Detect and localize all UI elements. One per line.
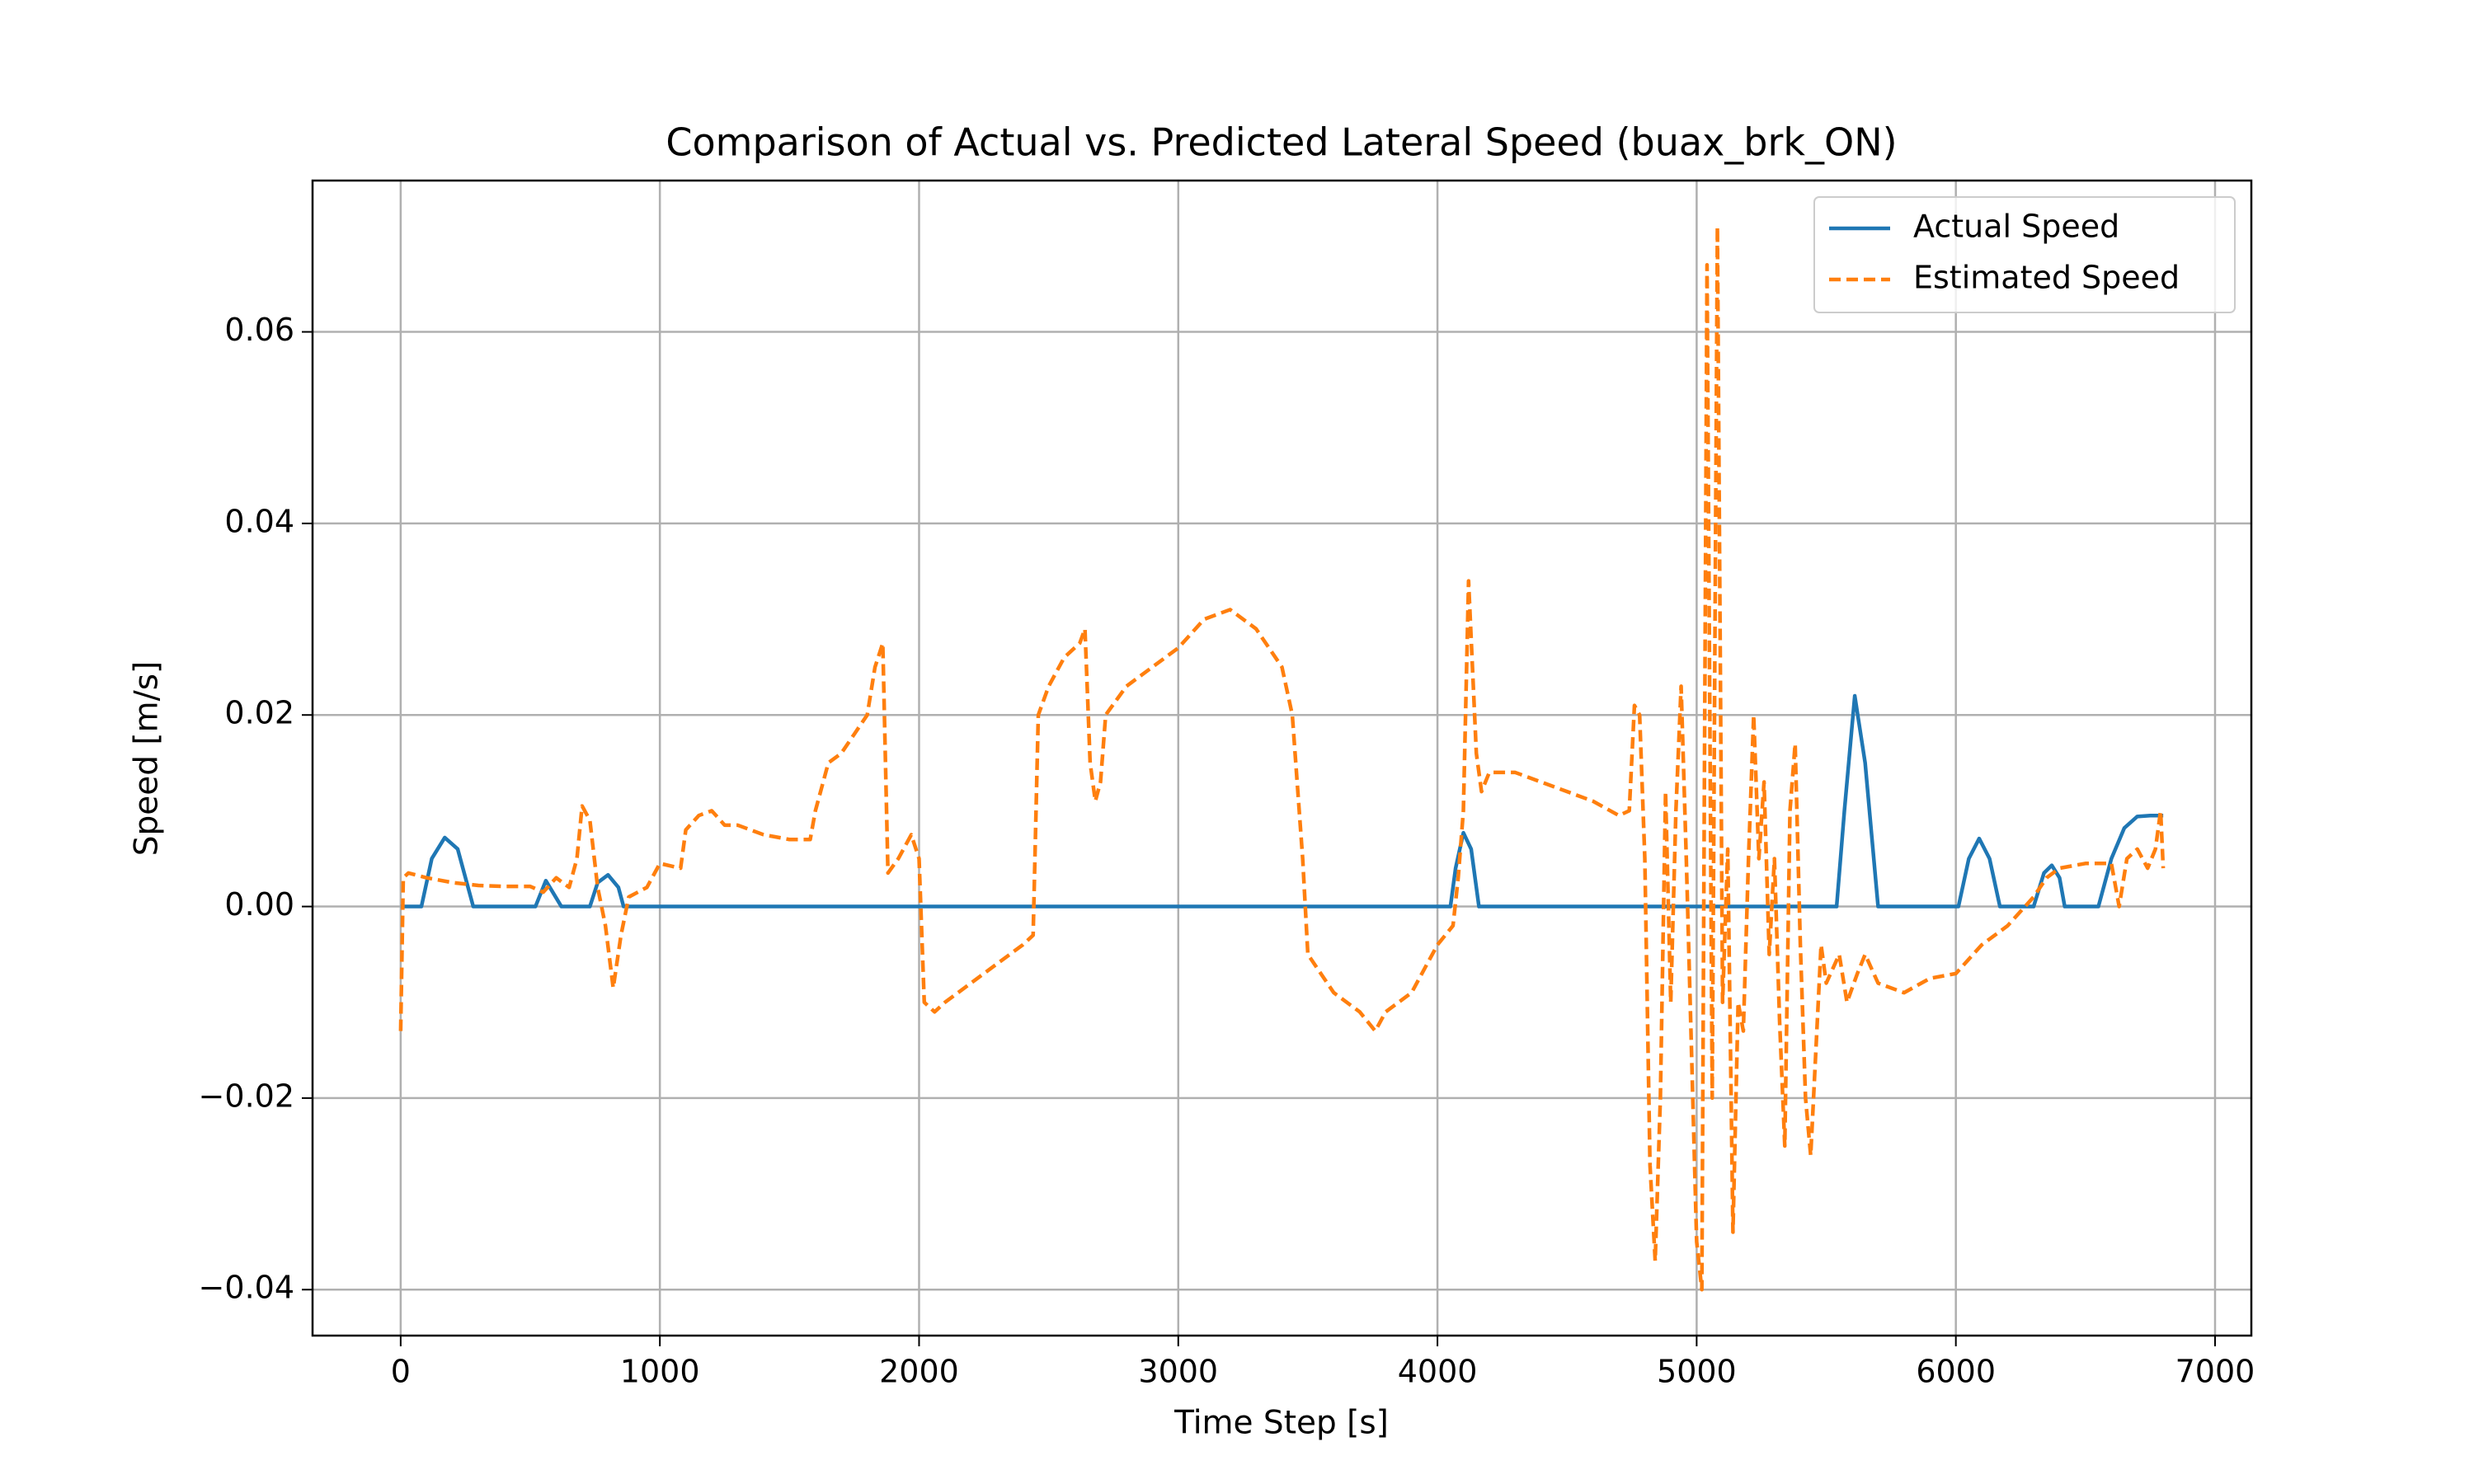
y-tick-label: −0.04 — [199, 1270, 294, 1306]
x-tick-label: 1000 — [620, 1354, 700, 1390]
x-axis-label: Time Step [s] — [1174, 1405, 1389, 1442]
x-tick-label: 0 — [391, 1354, 411, 1390]
y-tick-label: 0.02 — [224, 695, 294, 731]
chart-title: Comparison of Actual vs. Predicted Later… — [666, 120, 1897, 165]
legend-box — [1813, 196, 2236, 313]
x-tick-label: 5000 — [1657, 1354, 1737, 1390]
data-line — [398, 224, 2166, 1292]
x-tick-label: 2000 — [879, 1354, 959, 1390]
x-tick-label: 6000 — [1916, 1354, 1996, 1390]
x-tick-label: 3000 — [1138, 1354, 1218, 1390]
y-tick-label: 0.04 — [224, 503, 294, 539]
legend-label: Actual Speed — [1913, 209, 2119, 245]
y-tick-label: −0.02 — [199, 1078, 294, 1114]
data-line — [400, 693, 2164, 909]
y-tick-label: 0.06 — [224, 312, 294, 348]
plot-frame — [311, 179, 2253, 1337]
y-axis-label: Speed [m/s] — [129, 661, 166, 857]
legend-label: Estimated Speed — [1913, 260, 2180, 296]
y-tick-label: 0.00 — [224, 886, 294, 923]
x-tick-label: 7000 — [2175, 1354, 2255, 1390]
x-tick-label: 4000 — [1398, 1354, 1478, 1390]
